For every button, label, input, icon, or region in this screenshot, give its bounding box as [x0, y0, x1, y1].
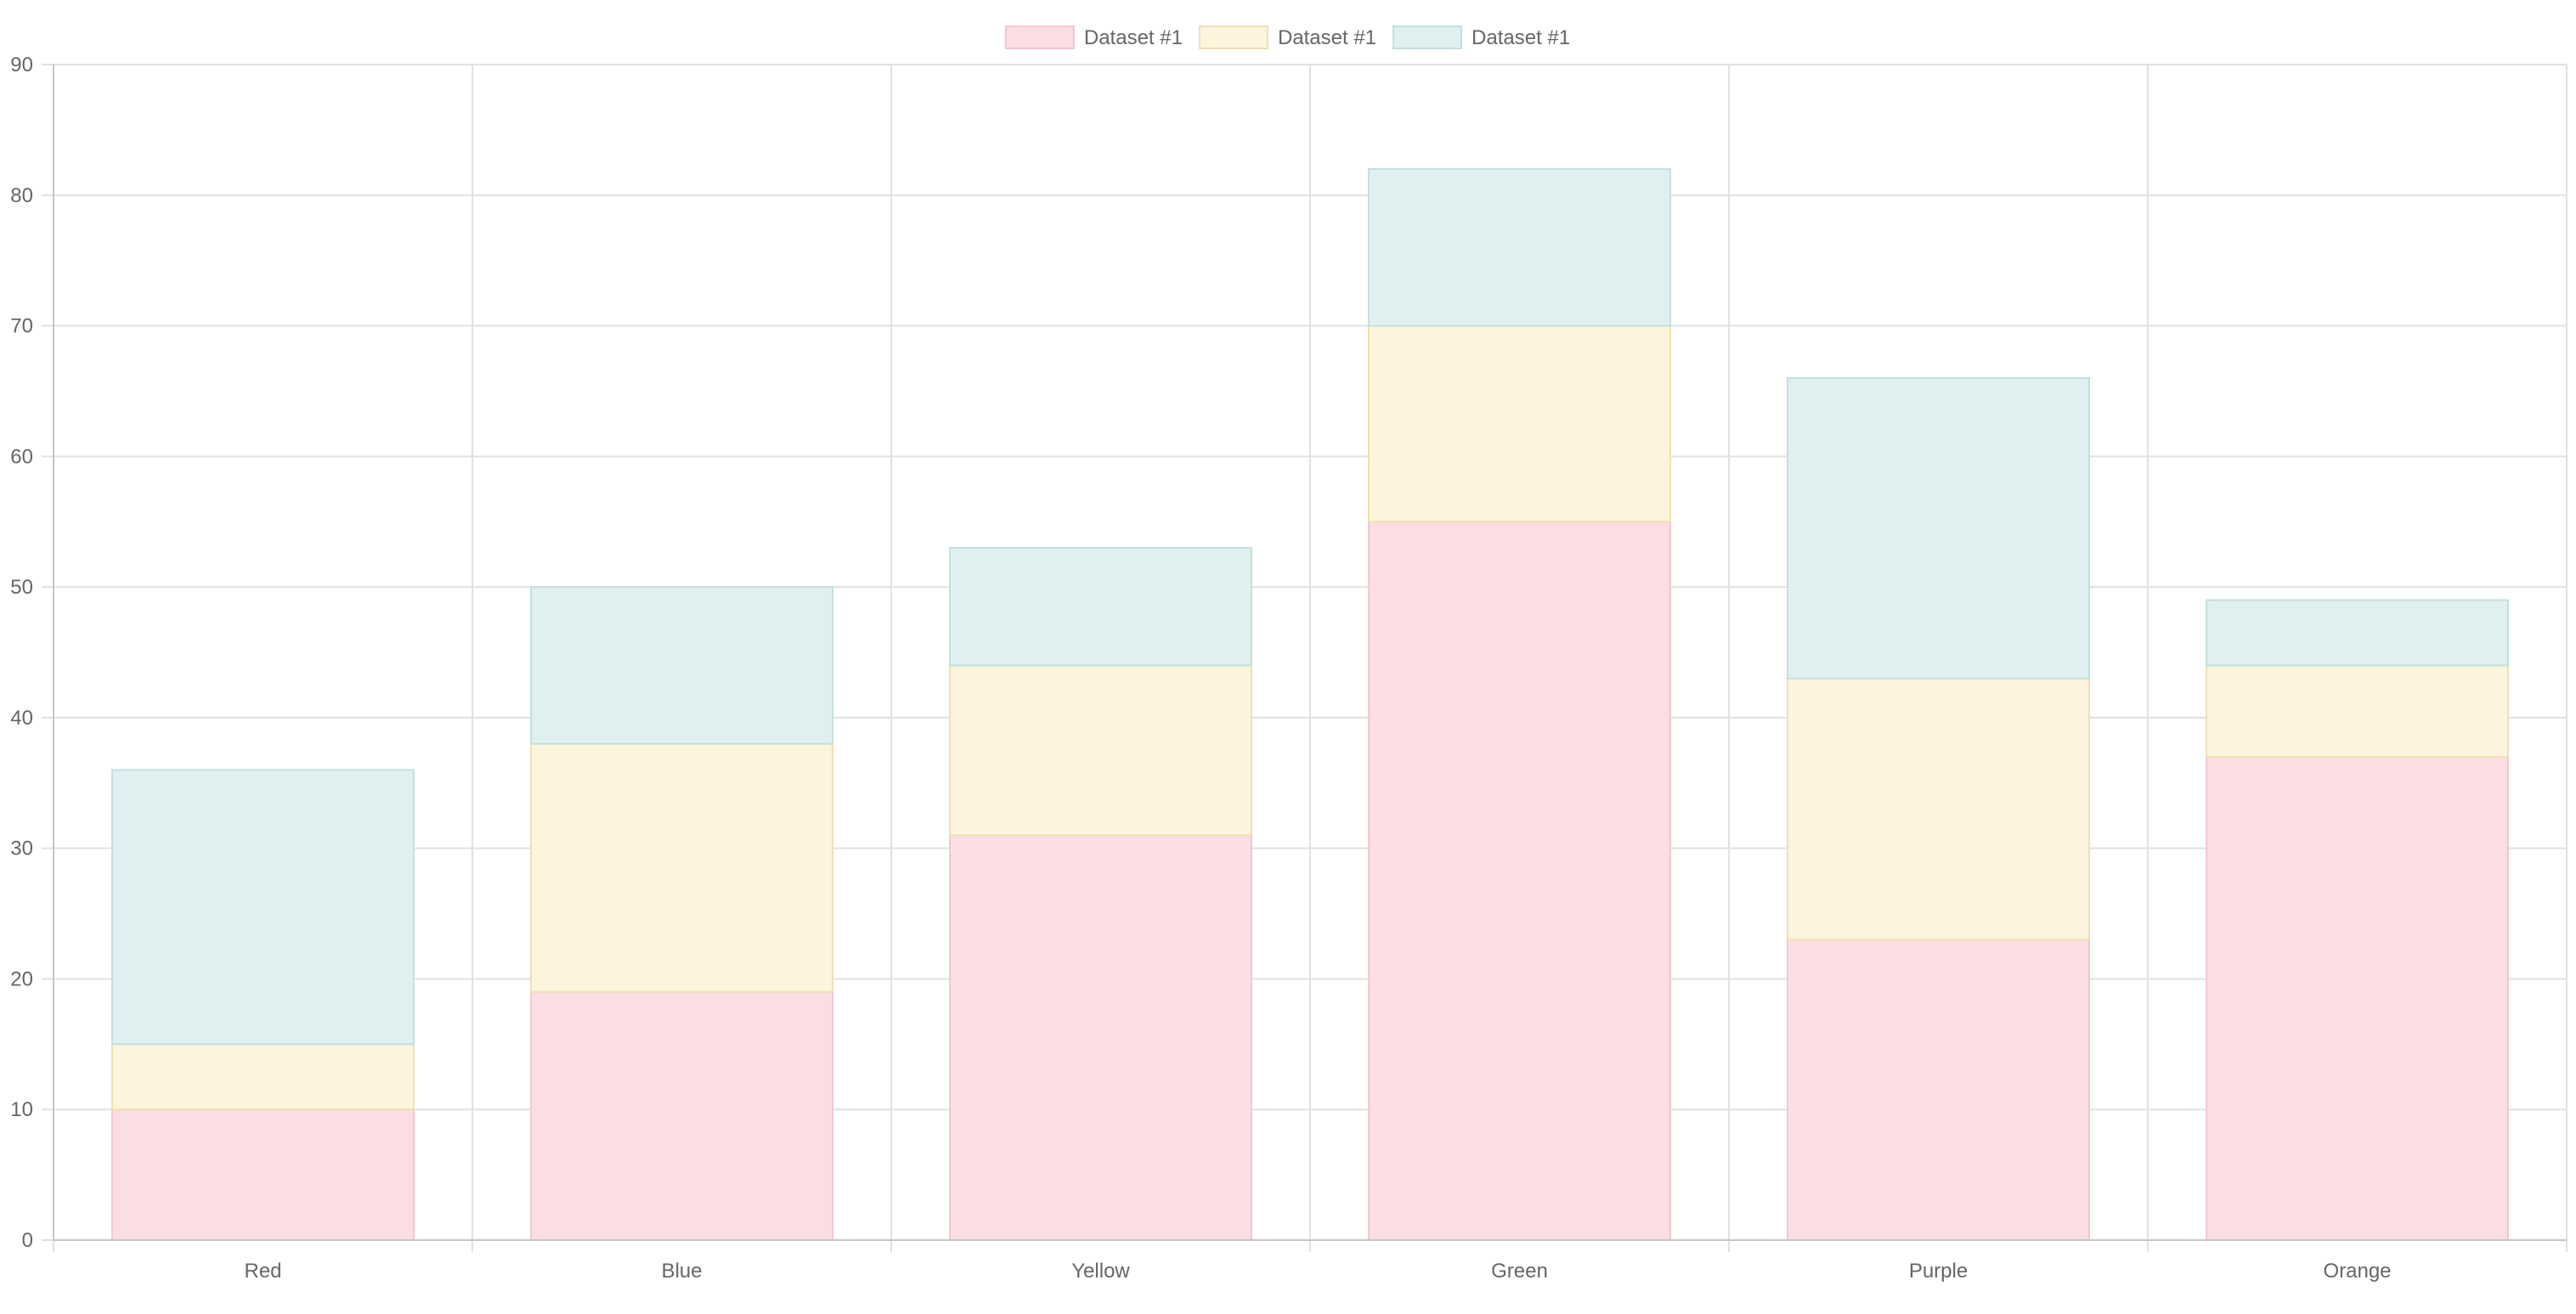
y-tick-label: 70: [10, 315, 33, 338]
legend-swatch: [1198, 25, 1268, 49]
bar-segment-orange-series-2[interactable]: [2206, 664, 2509, 759]
legend: Dataset #1 Dataset #1 Dataset #1: [1004, 25, 1570, 49]
y-tick-label: 50: [10, 576, 33, 599]
y-tick-label: 90: [10, 54, 33, 76]
bar-segment-red-series-2[interactable]: [111, 1043, 415, 1111]
y-tick-label: 10: [10, 1098, 33, 1121]
grid: [42, 64, 2568, 1252]
bar-segment-orange-series-3[interactable]: [2206, 599, 2509, 667]
y-tick-label: 0: [22, 1229, 33, 1252]
y-tick-label: 30: [10, 837, 33, 860]
bar-segment-green-series-1[interactable]: [1368, 521, 1671, 1241]
legend-item[interactable]: Dataset #1: [1198, 25, 1376, 49]
bar-segment-blue-series-2[interactable]: [530, 742, 833, 993]
bars: [111, 168, 2509, 1242]
bar-segment-orange-series-1[interactable]: [2206, 756, 2509, 1241]
y-tick-label: 80: [10, 184, 33, 207]
bar-segment-red-series-3[interactable]: [111, 769, 415, 1046]
y-tick-label: 60: [10, 445, 33, 468]
x-tick-label: Purple: [1909, 1260, 1968, 1283]
legend-swatch: [1004, 25, 1075, 49]
axes: 0 10 20 30 40 50 60 70 80 90 Red Blue Yellow Green Pur…: [10, 54, 2567, 1283]
legend-swatch: [1393, 25, 1463, 49]
bar-segment-green-series-3[interactable]: [1368, 168, 1671, 327]
legend-label: Dataset #1: [1278, 26, 1376, 49]
y-tick-label: 20: [10, 967, 33, 990]
legend-item[interactable]: Dataset #1: [1393, 25, 1570, 49]
x-tick-label: Blue: [661, 1260, 702, 1283]
y-tick-label: 40: [10, 707, 33, 730]
bar-segment-red-series-1[interactable]: [111, 1108, 415, 1241]
bar-segment-purple-series-1[interactable]: [1787, 939, 2090, 1242]
bar-segment-yellow-series-2[interactable]: [949, 664, 1252, 837]
bar-segment-blue-series-1[interactable]: [530, 990, 833, 1242]
bar-segment-yellow-series-3[interactable]: [949, 546, 1252, 667]
legend-label: Dataset #1: [1472, 26, 1570, 49]
x-tick-label: Green: [1491, 1260, 1548, 1283]
bar-segment-purple-series-2[interactable]: [1787, 677, 2090, 941]
bar-segment-green-series-2[interactable]: [1368, 324, 1671, 523]
legend-label: Dataset #1: [1084, 26, 1183, 49]
bar-segment-purple-series-3[interactable]: [1787, 377, 2090, 680]
x-tick-label: Orange: [2323, 1260, 2391, 1283]
legend-item[interactable]: Dataset #1: [1004, 25, 1183, 49]
bar-segment-yellow-series-1[interactable]: [949, 834, 1252, 1241]
x-tick-label: Yellow: [1071, 1260, 1130, 1283]
bar-segment-blue-series-3[interactable]: [530, 586, 833, 745]
x-tick-label: Red: [244, 1260, 281, 1283]
